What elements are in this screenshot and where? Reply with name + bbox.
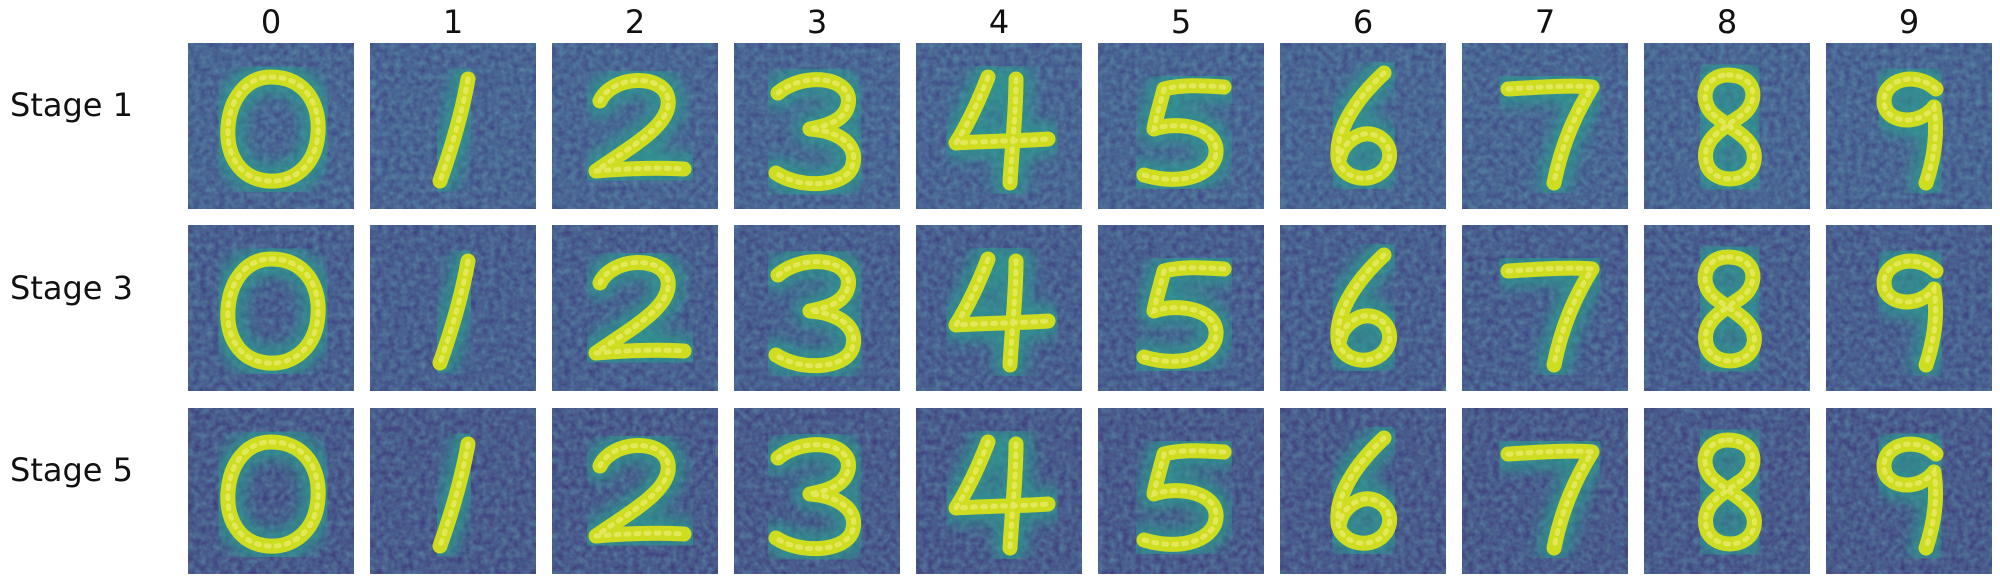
digit-image-tile	[734, 408, 900, 574]
digit-image-tile	[1462, 408, 1628, 574]
digit-image-tile	[734, 225, 900, 391]
digit-image-tile	[1462, 43, 1628, 209]
digit-image-tile	[370, 408, 536, 574]
digit-image-tile	[1280, 225, 1446, 391]
digit-image-tile	[188, 43, 354, 209]
row-label-2: Stage 5	[10, 451, 133, 489]
digit-image-tile	[552, 408, 718, 574]
digit-image-tile	[734, 43, 900, 209]
digit-image-tile	[1644, 408, 1810, 574]
column-label-1: 1	[442, 3, 464, 41]
digit-image-tile	[1644, 225, 1810, 391]
digit-image-tile	[1826, 43, 1992, 209]
digit-image-tile	[188, 225, 354, 391]
column-label-8: 8	[1716, 3, 1738, 41]
column-label-4: 4	[988, 3, 1010, 41]
digit-image-tile	[1098, 225, 1264, 391]
digit-image-tile	[1826, 225, 1992, 391]
column-label-3: 3	[806, 3, 828, 41]
row-label-0: Stage 1	[10, 86, 133, 124]
digit-image-tile	[370, 43, 536, 209]
digit-image-tile	[1462, 225, 1628, 391]
digit-image-tile	[370, 225, 536, 391]
digit-image-tile	[916, 43, 1082, 209]
digit-image-tile	[1280, 408, 1446, 574]
digit-image-tile	[188, 408, 354, 574]
digit-image-tile	[552, 225, 718, 391]
digit-image-tile	[1098, 43, 1264, 209]
column-label-2: 2	[624, 3, 646, 41]
digit-image-tile	[1098, 408, 1264, 574]
digit-image-tile	[1280, 43, 1446, 209]
column-label-5: 5	[1170, 3, 1192, 41]
row-label-1: Stage 3	[10, 269, 133, 307]
digit-image-tile	[916, 408, 1082, 574]
digit-image-tile	[1826, 408, 1992, 574]
column-label-6: 6	[1352, 3, 1374, 41]
digit-image-tile	[916, 225, 1082, 391]
digit-image-tile	[1644, 43, 1810, 209]
column-label-7: 7	[1534, 3, 1556, 41]
column-label-9: 9	[1898, 3, 1920, 41]
column-label-0: 0	[260, 3, 282, 41]
digit-image-tile	[552, 43, 718, 209]
